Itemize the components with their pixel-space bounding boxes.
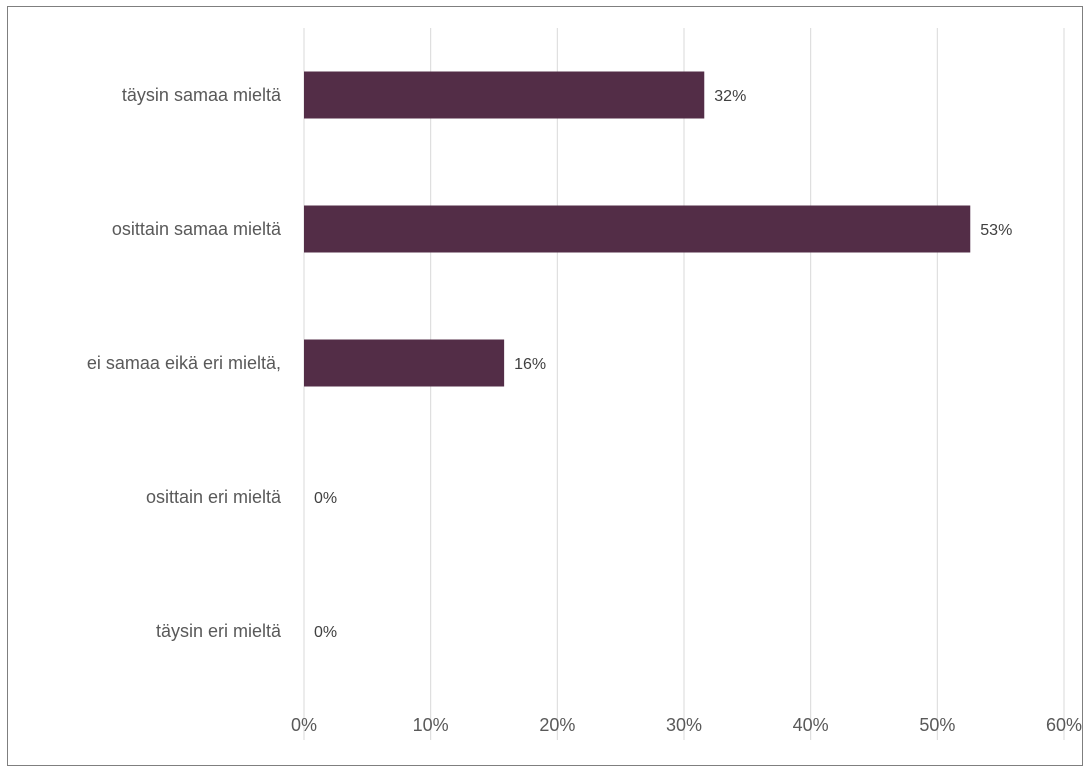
data-label: 53% bbox=[980, 222, 1012, 239]
x-tick-label: 20% bbox=[539, 715, 575, 735]
gridlines bbox=[303, 28, 1065, 740]
bar bbox=[304, 71, 705, 119]
category-label: ei samaa eikä eri mieltä, bbox=[87, 353, 281, 373]
category-label: osittain samaa mieltä bbox=[112, 219, 282, 239]
bar-chart: täysin samaa mieltä osittain samaa mieltä… bbox=[87, 28, 1082, 740]
x-axis-tick-labels: 0% 10% 20% 30% 40% 50% 60% bbox=[291, 715, 1082, 735]
x-tick-label: 40% bbox=[793, 715, 829, 735]
x-tick-label: 10% bbox=[413, 715, 449, 735]
x-tick-label: 60% bbox=[1046, 715, 1082, 735]
bar bbox=[304, 339, 505, 387]
bars bbox=[304, 71, 971, 387]
chart-frame bbox=[7, 6, 1083, 766]
data-label: 0% bbox=[314, 490, 337, 507]
x-tick-label: 50% bbox=[919, 715, 955, 735]
category-label: osittain eri mieltä bbox=[146, 487, 282, 507]
category-label: täysin samaa mieltä bbox=[122, 85, 282, 105]
bar bbox=[304, 205, 971, 253]
data-label: 16% bbox=[514, 356, 546, 373]
category-labels: täysin samaa mieltä osittain samaa mieltä… bbox=[87, 85, 282, 641]
x-tick-label: 0% bbox=[291, 715, 317, 735]
x-tick-label: 30% bbox=[666, 715, 702, 735]
data-label: 0% bbox=[314, 624, 337, 641]
category-label: täysin eri mieltä bbox=[156, 621, 282, 641]
data-label: 32% bbox=[714, 88, 746, 105]
data-labels: 32% 53% 16% 0% 0% bbox=[314, 88, 1012, 641]
